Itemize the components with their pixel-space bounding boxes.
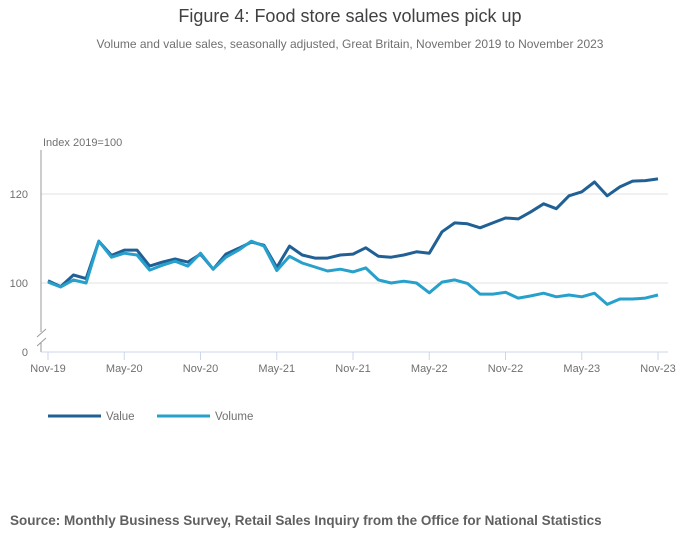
y-tick-label: 120 [10, 189, 28, 201]
x-tick-label: Nov-22 [488, 363, 523, 375]
y-axis-title: Index 2019=100 [43, 137, 122, 149]
legend: Value Volume [48, 411, 253, 423]
x-tick-label: May-22 [411, 363, 448, 375]
y-axis: 0 100 120 [10, 150, 47, 359]
chart-subtitle: Volume and value sales, seasonally adjus… [96, 37, 604, 51]
line-chart: Index 2019=100 0 100 120 Nov-19 May-20 Nov-2… [10, 137, 676, 423]
x-tick-label: Nov-21 [335, 363, 370, 375]
x-tick-label: May-20 [106, 363, 143, 375]
series-lines [47, 177, 659, 306]
chart-title: Figure 4: Food store sales volumes pick … [178, 6, 522, 26]
legend-item-value[interactable]: Value [48, 411, 135, 423]
x-axis: Nov-19 May-20 Nov-20 May-21 Nov-21 May-22 Nov-… [30, 351, 676, 375]
y-tick-label: 0 [22, 347, 28, 359]
series-line-value[interactable] [47, 177, 659, 289]
x-tick-label: Nov-19 [30, 363, 65, 375]
x-tick-label: Nov-20 [183, 363, 218, 375]
legend-item-volume[interactable]: Volume [157, 411, 253, 423]
legend-label: Value [106, 411, 135, 423]
axis-break-mark [36, 337, 47, 347]
gridlines [41, 193, 668, 284]
x-tick-label: May-21 [258, 363, 295, 375]
axis-break-mark [36, 328, 47, 338]
x-tick-label: May-23 [563, 363, 600, 375]
x-tick-label: Nov-23 [640, 363, 675, 375]
source-note: Source: Monthly Business Survey, Retail … [10, 513, 602, 528]
y-tick-label: 100 [10, 278, 28, 290]
legend-label: Volume [215, 411, 253, 423]
series-line-volume[interactable] [47, 239, 659, 306]
